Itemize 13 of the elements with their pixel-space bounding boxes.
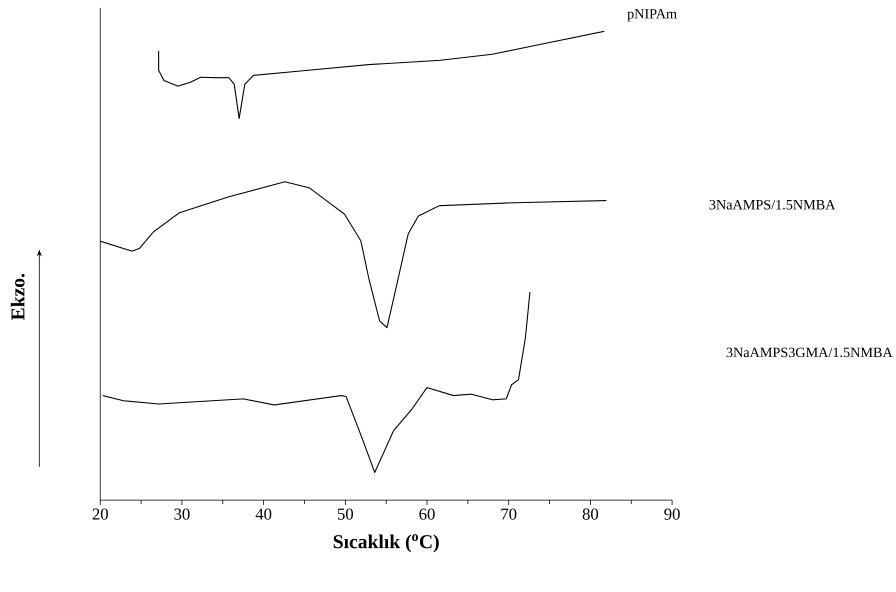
text: 3NaAMPS/1.5NMBA [710,200,836,210]
x-tick-label: 60 [419,508,435,520]
series-label: pNIPAm [627,9,677,22]
x-tick-label: 70 [501,508,516,520]
text: 3NaAMPS3GMA/1.5NMBA [726,348,893,358]
x-tick-label: 30 [174,508,190,520]
x-tick-label: 50 [338,508,354,520]
x-tick-label: 20 [92,508,108,520]
x-tick-label: 40 [256,508,272,520]
x-axis-title: Sıcaklık ($^{o}$C) [334,534,439,553]
x-tick-label: 80 [582,508,598,520]
y-axis-title: Ekzo. [10,274,25,320]
x-tick-label: 90 [664,508,680,520]
